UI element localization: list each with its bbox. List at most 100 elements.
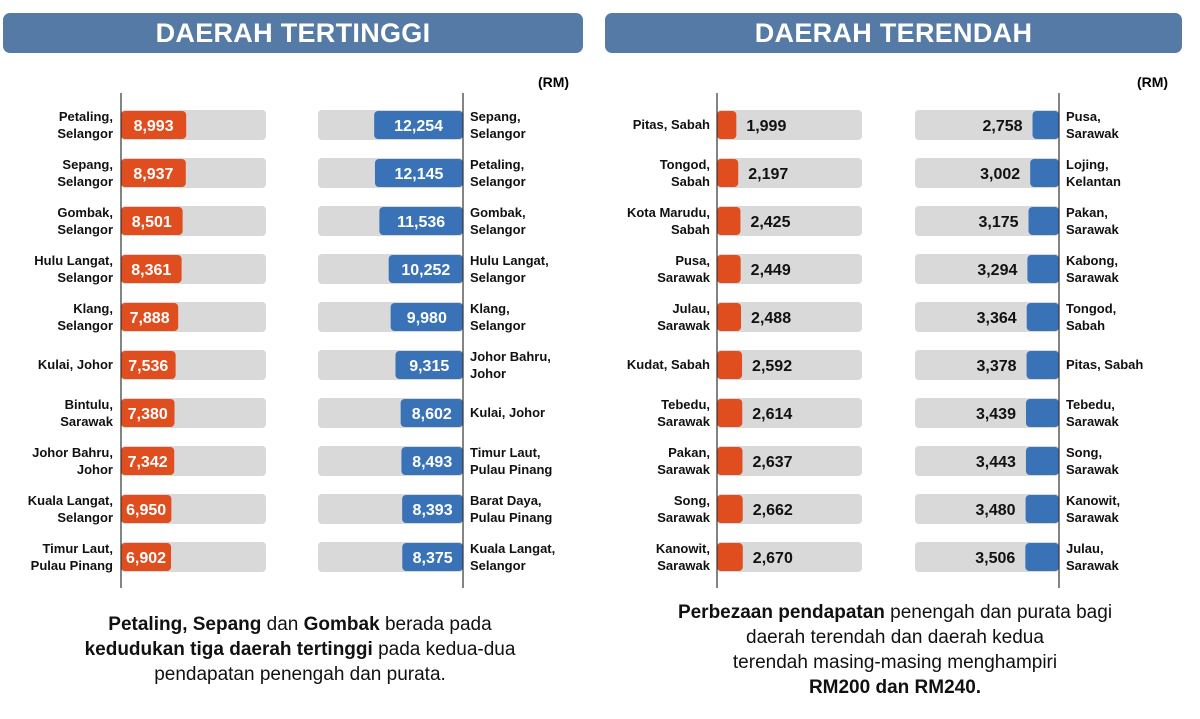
value-label: 7,888 [130, 310, 170, 327]
category-label-line: Gombak, [57, 205, 113, 220]
value-label: 8,993 [134, 118, 174, 135]
value-label: 8,937 [133, 166, 173, 183]
bar [717, 495, 743, 523]
bar [121, 495, 172, 523]
category-label: Sepang, Selangor [470, 109, 526, 141]
bar [379, 207, 463, 235]
value-label: 2,488 [751, 310, 791, 327]
bar [1025, 399, 1059, 427]
bar-track [717, 494, 862, 524]
value-label: 2,670 [753, 550, 793, 567]
right-note: Perbezaan pendapatan penengah dan purata… [610, 600, 1180, 700]
value-label: 3,480 [976, 502, 1016, 519]
category-label: Pusa, Sarawak [1066, 109, 1120, 141]
category-label-line: Pusa, [1066, 109, 1101, 124]
value-label: 3,364 [977, 310, 1017, 327]
bar-track [915, 206, 1059, 236]
category-label: Johor Bahru, Johor [32, 445, 113, 477]
category-label: Klang, Selangor [470, 301, 526, 333]
category-label-line: Selangor [57, 126, 113, 141]
category-label-line: Selangor [470, 222, 526, 237]
category-label: Kuala Langat, Selangor [470, 541, 555, 573]
category-label-line: Song, [674, 493, 710, 508]
left-note-line-3: pendapatan penengah dan purata. [154, 664, 446, 685]
category-label-line: Pusa, [675, 253, 710, 268]
category-label: Kulai, Johor [38, 357, 113, 372]
value-label: 1,999 [746, 118, 786, 135]
category-label-line: Sabah [1066, 318, 1105, 333]
bar [717, 399, 743, 427]
bar [388, 255, 463, 283]
bar [121, 207, 183, 235]
category-label: Kudat, Sabah [627, 357, 710, 372]
category-label-line: Gombak, [470, 205, 526, 220]
category-label: Kuala Langat, Selangor [28, 493, 113, 525]
category-label-line: Johor [470, 366, 506, 381]
category-label-line: Sarawak [1066, 270, 1120, 285]
bar [400, 399, 463, 427]
category-label: Kota Marudu, Sabah [627, 205, 710, 237]
category-label: Bintulu, Sarawak [60, 397, 114, 429]
category-label-line: Selangor [470, 558, 526, 573]
category-label-line: Barat Daya, [470, 493, 542, 508]
category-label-line: Kabong, [1066, 253, 1118, 268]
value-label: 6,902 [126, 550, 166, 567]
bar [1027, 255, 1059, 283]
category-label: Kanowit, Sarawak [1066, 493, 1120, 525]
category-label: Pakan, Sarawak [657, 445, 711, 477]
category-label: Julau, Sarawak [657, 301, 711, 333]
category-label-line: Kanowit, [656, 541, 710, 556]
category-label-line: Petaling, [59, 109, 113, 124]
value-label: 8,602 [412, 406, 452, 423]
category-label: Kanowit, Sarawak [656, 541, 711, 573]
category-label-line: Kuala Langat, [470, 541, 555, 556]
bar [121, 159, 186, 187]
category-label-line: Johor Bahru, [470, 349, 551, 364]
value-label: 12,145 [395, 166, 444, 183]
left-note: Petaling, Sepang dan Gombak berada pada … [20, 612, 580, 687]
bar-track [717, 398, 862, 428]
bar [121, 543, 172, 571]
category-label-line: Sarawak [657, 270, 711, 285]
category-label: Timur Laut, Pulau Pinang [470, 445, 552, 477]
bar [717, 255, 741, 283]
category-label: Pitas, Sabah [1066, 357, 1143, 372]
category-label: Gombak, Selangor [57, 205, 113, 237]
category-label-line: Julau, [1066, 541, 1104, 556]
bar [717, 543, 743, 571]
category-label-line: Sabah [671, 174, 710, 189]
category-label-line: Pakan, [668, 445, 710, 460]
category-label-line: Petaling, [470, 157, 524, 172]
category-label-line: Pulau Pinang [470, 462, 552, 477]
value-label: 7,536 [128, 358, 168, 375]
bar-track [915, 302, 1059, 332]
bar [1025, 447, 1059, 475]
value-label: 3,175 [978, 214, 1018, 231]
left-panel-banner: DAERAH TERTINGGI [3, 13, 583, 53]
category-label-line: Hulu Langat, [34, 253, 113, 268]
value-label: 3,294 [977, 262, 1017, 279]
value-label: 9,315 [409, 358, 449, 375]
category-label-line: Timur Laut, [42, 541, 113, 556]
category-label-line: Johor [77, 462, 113, 477]
category-label-line: Tebedu, [1066, 397, 1115, 412]
value-label: 11,536 [397, 214, 445, 231]
value-label: 8,375 [413, 550, 453, 567]
left-note-line-1: Petaling, Sepang dan Gombak berada pada [108, 614, 492, 635]
value-label: 2,425 [750, 214, 790, 231]
value-label: 8,393 [413, 502, 453, 519]
value-label: 2,614 [752, 406, 792, 423]
category-label: Pusa, Sarawak [657, 253, 711, 285]
category-label-line: Sarawak [1066, 510, 1120, 525]
right-note-line-1: Perbezaan pendapatan penengah dan purata… [677, 602, 1113, 623]
category-label: Kabong, Sarawak [1066, 253, 1120, 285]
value-label: 8,493 [412, 454, 452, 471]
category-label: Tongod, Sabah [1066, 301, 1116, 333]
bar [717, 159, 739, 187]
category-label-line: Sarawak [1066, 414, 1120, 429]
category-label-line: Pitas, Sabah [633, 117, 710, 132]
bar [717, 207, 741, 235]
category-label: Pitas, Sabah [633, 117, 710, 132]
category-label: Petaling, Selangor [57, 109, 113, 141]
value-label: 7,342 [128, 454, 168, 471]
